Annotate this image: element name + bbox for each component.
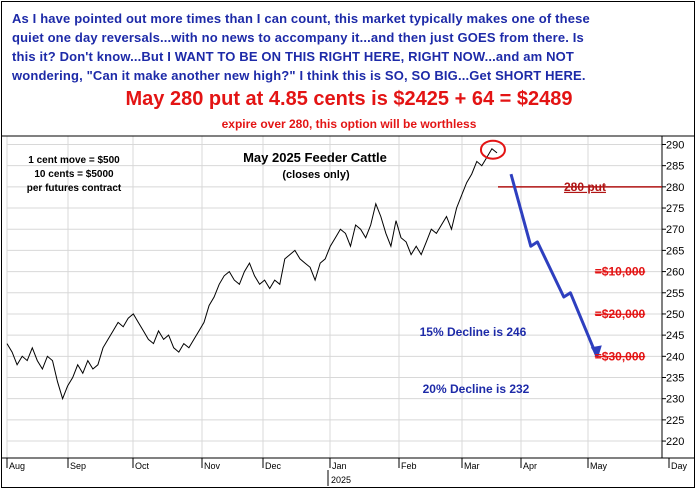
x-tick-label: Day <box>671 461 688 471</box>
contract-note-2: 10 cents = $5000 <box>34 169 114 180</box>
x-tick-label: Aug <box>9 461 25 471</box>
x-tick-label: Dec <box>265 461 282 471</box>
y-tick-label: 255 <box>666 288 684 300</box>
commentary-line-1: As I have pointed out more times than I … <box>12 11 590 26</box>
y-tick-label: 285 <box>666 161 684 173</box>
trade-line: May 280 put at 4.85 cents is $2425 + 64 … <box>125 88 573 110</box>
annotations: 280 put =$10,000 =$20,000 =$30,000 15% Decli… <box>420 180 646 396</box>
price-line <box>6 147 498 401</box>
y-tick-label: 280 <box>666 182 684 194</box>
peak-marker-circle <box>479 139 506 160</box>
plot-area <box>6 139 662 401</box>
x-tick-label: Apr <box>523 461 537 471</box>
grid <box>6 136 662 458</box>
strike-label: 280 put <box>564 180 606 194</box>
decline-20-label: 20% Decline is 232 <box>423 382 530 396</box>
x-tick-label: Oct <box>135 461 150 471</box>
y-tick-label: 240 <box>666 351 684 363</box>
x-year-label: 2025 <box>331 475 351 485</box>
x-tick-label: Nov <box>204 461 221 471</box>
y-tick-label: 235 <box>666 373 684 385</box>
y-tick-label: 245 <box>666 330 684 342</box>
loss-level-label: =$20,000 <box>595 307 646 321</box>
decline-15-label: 15% Decline is 246 <box>420 325 527 339</box>
chart-title: May 2025 Feeder Cattle <box>243 150 387 165</box>
y-tick-label: 270 <box>666 224 684 236</box>
x-tick-label: Sep <box>70 461 86 471</box>
axes: 220 225 230 235 240 245 250 255 260 265 270 275 280 2… <box>2 135 694 486</box>
y-tick-label: 250 <box>666 309 684 321</box>
x-tick-label: Jan <box>332 461 347 471</box>
x-tick-label: May <box>590 461 608 471</box>
x-tick-label: Mar <box>464 461 480 471</box>
y-tick-label: 265 <box>666 245 684 257</box>
contract-note-1: 1 cent move = $500 <box>28 155 120 166</box>
x-tick-label: Feb <box>401 461 417 471</box>
y-tick-label: 225 <box>666 415 684 427</box>
projection-arrowhead <box>590 345 602 359</box>
y-tick-label: 290 <box>666 139 684 151</box>
y-tick-label: 230 <box>666 394 684 406</box>
y-tick-label: 275 <box>666 203 684 215</box>
commentary-line-4: wondering, "Can it make another new high… <box>12 68 586 83</box>
contract-note-3: per futures contract <box>27 183 122 194</box>
projection-line <box>509 173 599 357</box>
loss-level-label: =$30,000 <box>595 349 646 363</box>
commentary-line-2: quiet one day reversals...with no news t… <box>12 30 584 45</box>
commentary-line-3: this it? Don't know...But I WANT TO BE O… <box>12 49 574 64</box>
y-tick-label: 260 <box>666 267 684 279</box>
loss-level-label: =$10,000 <box>595 265 646 279</box>
chart-subtitle: (closes only) <box>282 169 350 181</box>
y-tick-label: 220 <box>666 436 684 448</box>
expire-note: expire over 280, this option will be wor… <box>221 117 477 131</box>
